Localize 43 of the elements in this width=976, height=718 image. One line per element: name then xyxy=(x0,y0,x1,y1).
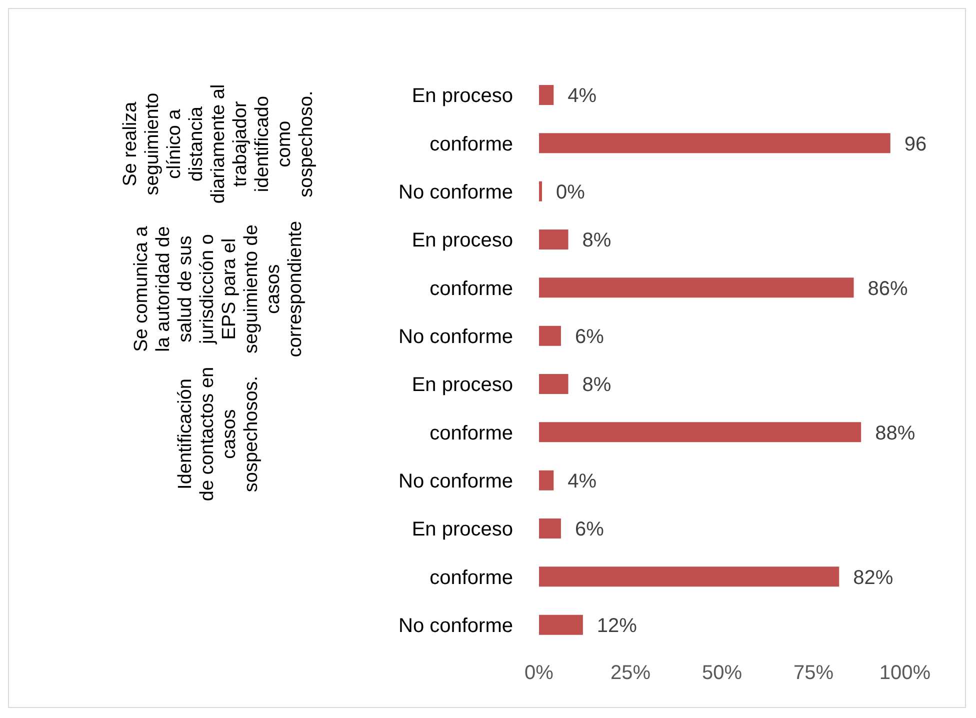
data-label: 88% xyxy=(875,422,916,444)
text: Se comunica a la autoridad de salud de sus jurisdicción o EPS para el seguimiento de casos correspondiente xyxy=(131,220,307,357)
data-label: 6% xyxy=(574,518,604,541)
data-label: 96 xyxy=(904,133,927,156)
y-tick-label: conforme xyxy=(430,278,513,300)
x-tick-label: 0% xyxy=(524,662,554,684)
bar xyxy=(539,133,890,154)
y-tick-label: conforme xyxy=(430,133,513,156)
text: Se realiza seguimiento clínico a distancia diariamente al trabajador identificado como sospechoso. xyxy=(120,84,317,204)
x-tick-label: 75% xyxy=(793,662,834,684)
y-tick-label: No conforme xyxy=(398,615,513,638)
data-label: 4% xyxy=(568,85,597,108)
bar xyxy=(539,518,561,538)
bar xyxy=(539,326,561,346)
y-tick-label: No conforme xyxy=(398,182,513,204)
y-tick-label: No conforme xyxy=(398,326,513,348)
bar xyxy=(539,470,554,490)
data-label: 4% xyxy=(568,470,597,492)
y-tick-label: En proceso xyxy=(412,230,513,252)
bar xyxy=(539,230,568,250)
y-tick-label: En proceso xyxy=(412,85,513,108)
x-tick-label: 50% xyxy=(702,662,742,684)
y-tick-label: En proceso xyxy=(412,374,513,396)
y-tick-label: conforme xyxy=(430,422,513,444)
y-tick-label: No conforme xyxy=(398,470,513,493)
data-label: 8% xyxy=(582,230,612,252)
data-label: 0% xyxy=(556,181,586,204)
bar xyxy=(539,566,840,587)
data-label: 12% xyxy=(596,614,638,637)
bar xyxy=(539,614,583,635)
bar xyxy=(539,374,568,394)
bar xyxy=(539,422,862,442)
text: Identificación de contactos en casos sospechosos. xyxy=(175,365,263,502)
data-label: 6% xyxy=(574,326,604,348)
data-label: 82% xyxy=(853,566,894,589)
data-label: 8% xyxy=(582,374,612,396)
y-tick-label: conforme xyxy=(430,566,513,589)
y-tick-label: En proceso xyxy=(412,518,513,541)
x-tick-label: 25% xyxy=(610,662,651,684)
data-label: 86% xyxy=(868,278,908,300)
bar xyxy=(539,278,854,298)
bar xyxy=(539,85,554,105)
x-tick-label: 100% xyxy=(879,662,931,684)
